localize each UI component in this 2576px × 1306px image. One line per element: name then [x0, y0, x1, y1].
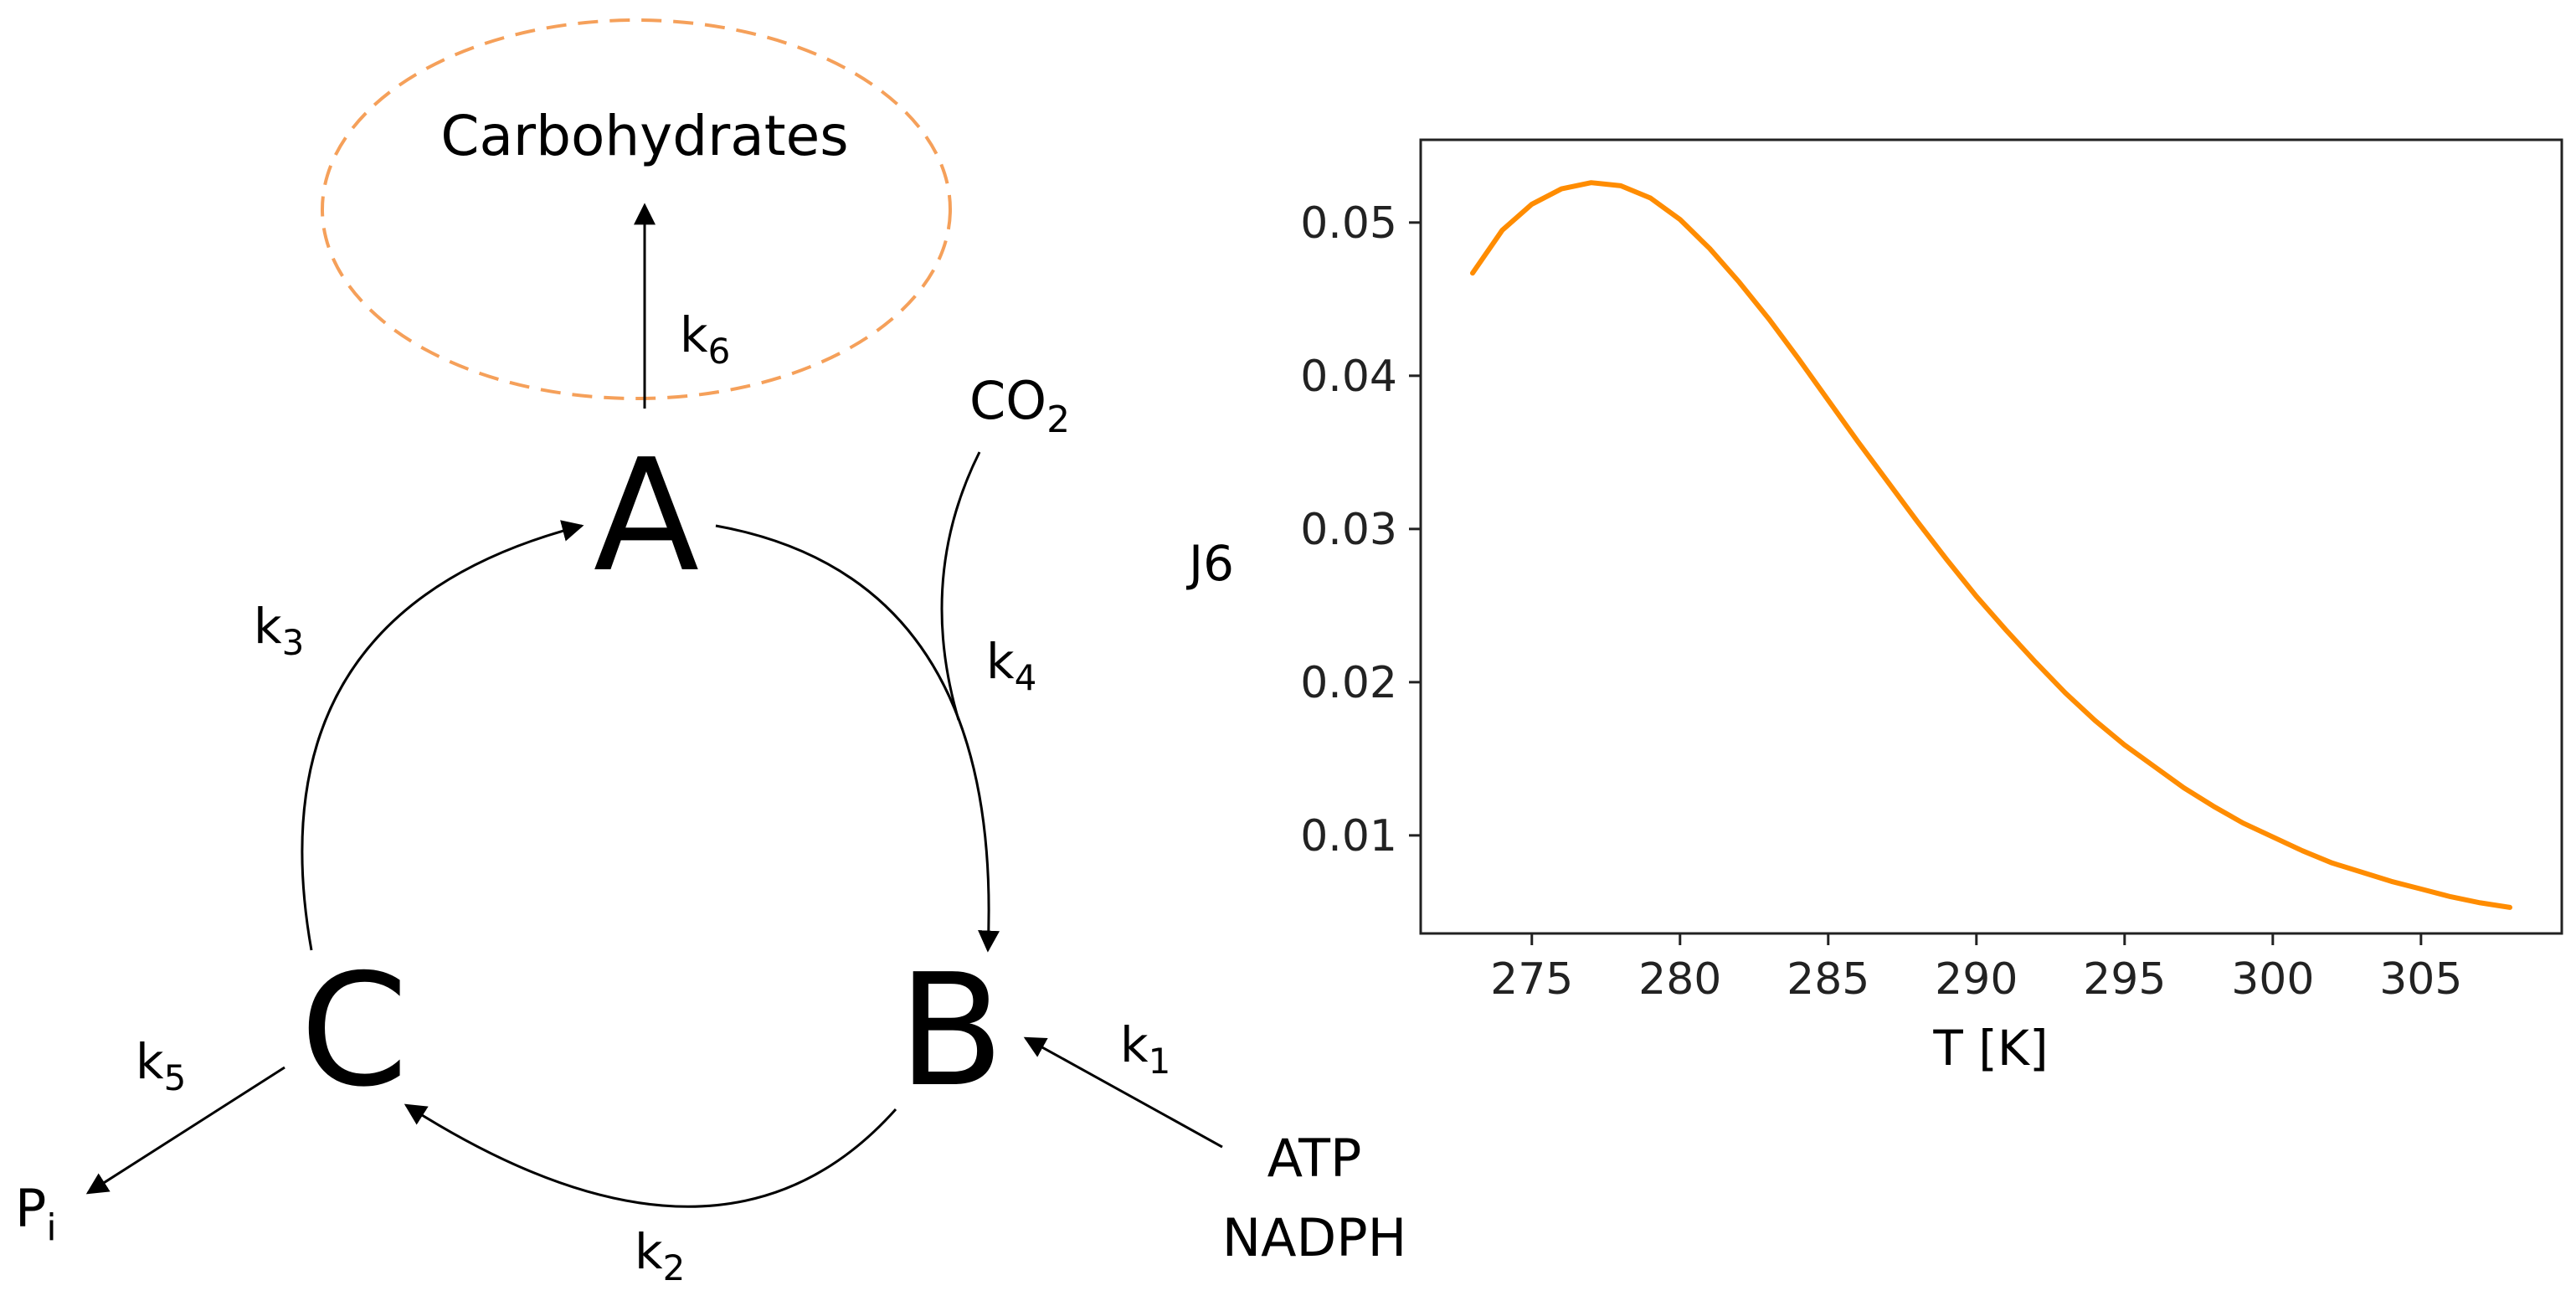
y-axis: 0.01 0.02 0.03 0.04 0.05 — [1300, 198, 1421, 861]
carbohydrates-label: Carbohydrates — [440, 104, 848, 168]
y-tick-label: 0.05 — [1300, 198, 1397, 249]
carbohydrates-ellipse — [321, 18, 952, 400]
arrow-k5-c-to-pi — [85, 1066, 285, 1195]
plot-frame — [1419, 138, 2563, 935]
nadph-label: NADPH — [1222, 1207, 1407, 1268]
y-tick-label: 0.01 — [1300, 811, 1397, 861]
chart-series-group — [1470, 180, 2512, 910]
rate-label-k3: k3 — [254, 598, 304, 663]
x-tick-label: 305 — [2379, 954, 2462, 1005]
node-c: C — [300, 940, 408, 1121]
rate-label-k6: k6 — [680, 306, 730, 372]
arrow-k4-a-to-b — [715, 524, 1000, 953]
x-tick-label: 295 — [2083, 954, 2166, 1005]
arrow-k3-c-to-a — [301, 520, 584, 951]
series-line-j6 — [1470, 180, 2512, 910]
rate-label-k2: k2 — [635, 1223, 685, 1288]
j6-temperature-chart: 275 280 285 290 295 300 305 0.010.020.030.040.… — [1186, 138, 2563, 1077]
x-tick-label: 290 — [1935, 954, 2018, 1005]
y-tick-label: 0.04 — [1300, 352, 1397, 402]
atp-label: ATP — [1267, 1128, 1362, 1189]
x-axis: 275 280 285 290 295 300 305 — [1490, 933, 2462, 1005]
x-tick-label: 285 — [1787, 954, 1869, 1005]
y-tick-label: 0.03 — [1300, 505, 1397, 555]
x-tick-label: 300 — [2231, 954, 2314, 1005]
arrow-k2-b-to-c — [404, 1103, 897, 1208]
co2-input-line — [940, 451, 981, 721]
node-a: A — [594, 425, 700, 606]
y-axis-title: J6 — [1186, 535, 1234, 592]
co2-label: CO2 — [969, 370, 1070, 441]
rate-label-k5: k5 — [136, 1033, 186, 1098]
calvin-cycle-diagram: Carbohydrates k6 A B C CO2 ATP NADPH Pi … — [15, 18, 1407, 1288]
arrow-k1-atp-to-b — [1023, 1036, 1223, 1149]
rate-label-k4: k4 — [986, 633, 1036, 698]
pi-label: Pi — [15, 1178, 57, 1249]
node-b: B — [898, 940, 1005, 1121]
x-tick-label: 275 — [1490, 954, 1573, 1005]
x-axis-title: T [K] — [1932, 1020, 2048, 1077]
rate-label-k1: k1 — [1120, 1016, 1170, 1082]
x-tick-label: 280 — [1638, 954, 1721, 1005]
y-tick-label: 0.02 — [1300, 658, 1397, 708]
